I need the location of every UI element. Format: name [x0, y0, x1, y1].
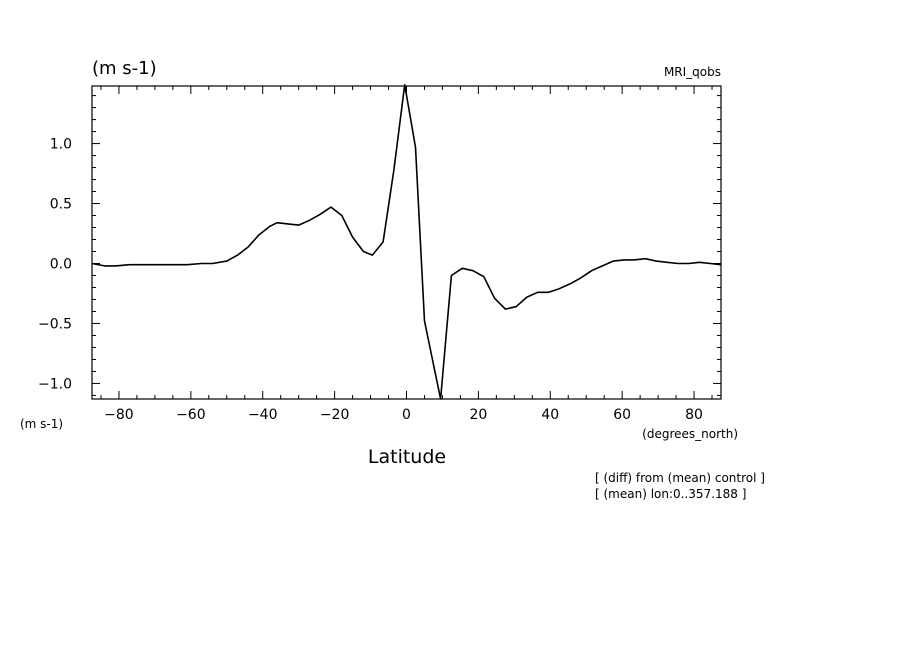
y-tick-label: 1.0 [50, 137, 72, 153]
plot-frame [91, 85, 722, 400]
y-unit-left-label: (m s-1) [20, 417, 63, 431]
x-tick-label: 40 [541, 407, 559, 423]
y-tick-label: 0.0 [50, 256, 72, 272]
series-line [91, 84, 722, 400]
y-tick-label: −0.5 [38, 316, 72, 332]
x-tick-label: −20 [320, 407, 350, 423]
y-tick-label: 0.5 [50, 197, 72, 213]
minor-ticks [92, 86, 721, 399]
note-line-2: [ (mean) lon:0..357.188 ] [595, 487, 746, 501]
chart-title: MRI_qobs [664, 65, 721, 79]
y-tick-label: −1.0 [38, 376, 72, 392]
x-tick-label: 80 [685, 407, 703, 423]
note-line-1: [ (diff) from (mean) control ] [595, 471, 765, 485]
x-unit-label: (degrees_north) [642, 427, 738, 441]
x-axis: −80 −60 −40 −20 0 20 40 60 80 [104, 86, 703, 423]
y-unit-top-label: (m s-1) [92, 58, 157, 79]
x-tick-label: 20 [469, 407, 487, 423]
x-tick-label: −80 [104, 407, 134, 423]
x-tick-label: 0 [402, 407, 411, 423]
x-axis-title: Latitude [368, 446, 446, 468]
x-tick-label: −60 [176, 407, 206, 423]
x-tick-label: −40 [248, 407, 278, 423]
x-tick-label: 60 [613, 407, 631, 423]
